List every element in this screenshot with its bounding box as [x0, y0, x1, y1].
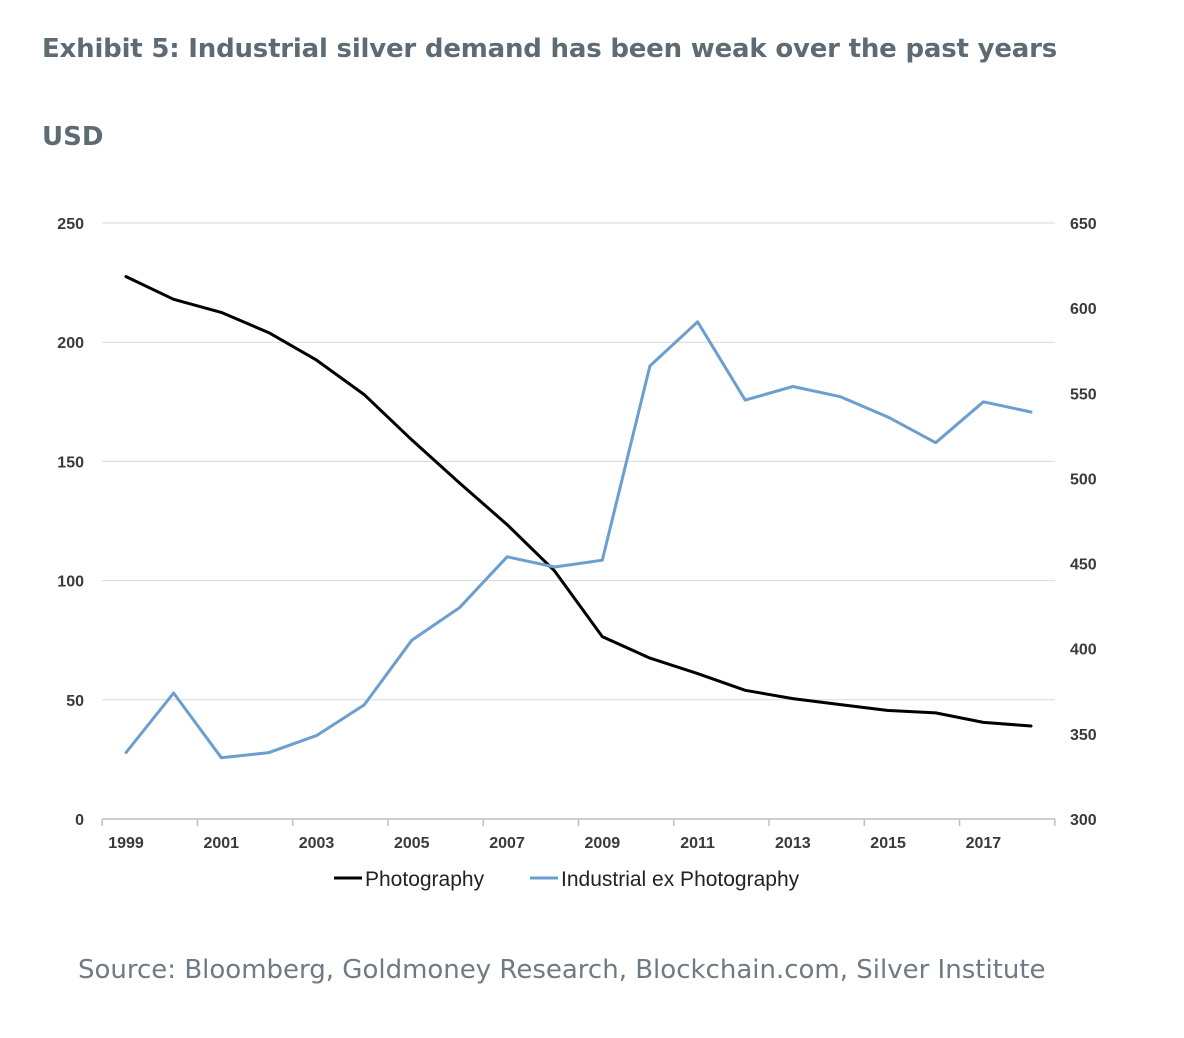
- left-axis-tick-label: 200: [57, 335, 84, 352]
- x-axis-tick-label: 2007: [489, 835, 525, 852]
- x-axis-tick-label: 2013: [775, 835, 811, 852]
- right-axis-ticks: 300 350 400 450 500 550 600 650: [1070, 216, 1097, 829]
- x-axis-tick-label: 2015: [870, 835, 906, 852]
- right-axis-tick-label: 500: [1070, 471, 1097, 488]
- x-axis-tick-label: 2009: [585, 835, 621, 852]
- right-axis-tick-label: 450: [1070, 557, 1097, 574]
- chart-title: Exhibit 5: Industrial silver demand has …: [42, 34, 1058, 64]
- left-axis-tick-label: 100: [57, 574, 84, 591]
- legend: Photography Industrial ex Photography: [334, 868, 800, 891]
- right-axis-tick-label: 650: [1070, 216, 1097, 233]
- right-axis-tick-label: 550: [1070, 386, 1097, 403]
- x-axis-tick-label: 2005: [394, 835, 430, 852]
- left-axis-tick-label: 150: [57, 454, 84, 471]
- legend-label: Industrial ex Photography: [561, 868, 800, 891]
- x-axis-tick-label: 2003: [299, 835, 335, 852]
- gridlines: [102, 222, 1055, 701]
- left-axis-tick-label: 50: [66, 693, 84, 710]
- series-lines: [124, 275, 1033, 760]
- left-axis-tick-label: 0: [75, 812, 84, 829]
- x-axis-tick-label: 2017: [966, 835, 1002, 852]
- industrial-line: [124, 320, 1033, 760]
- left-axis-ticks: 0 50 100 150 200 250: [57, 216, 84, 829]
- left-axis-tick-label: 250: [57, 216, 84, 233]
- x-axis: [101, 818, 1056, 826]
- photography-line: [124, 275, 1033, 728]
- right-axis-tick-label: 600: [1070, 301, 1097, 318]
- right-axis-tick-label: 350: [1070, 727, 1097, 744]
- x-axis-ticks: 1999 2001 2003 2005 2007 2009 2011 2013 2015 2017: [108, 835, 1001, 852]
- right-axis-tick-label: 400: [1070, 642, 1097, 659]
- x-axis-tick-label: 1999: [108, 835, 144, 852]
- unit-label: USD: [42, 122, 104, 152]
- x-axis-tick-label: 2011: [680, 835, 715, 852]
- legend-label: Photography: [365, 868, 485, 891]
- x-axis-tick-label: 2001: [203, 835, 239, 852]
- source-note: Source: Bloomberg, Goldmoney Research, B…: [78, 955, 1046, 985]
- right-axis-tick-label: 300: [1070, 812, 1097, 829]
